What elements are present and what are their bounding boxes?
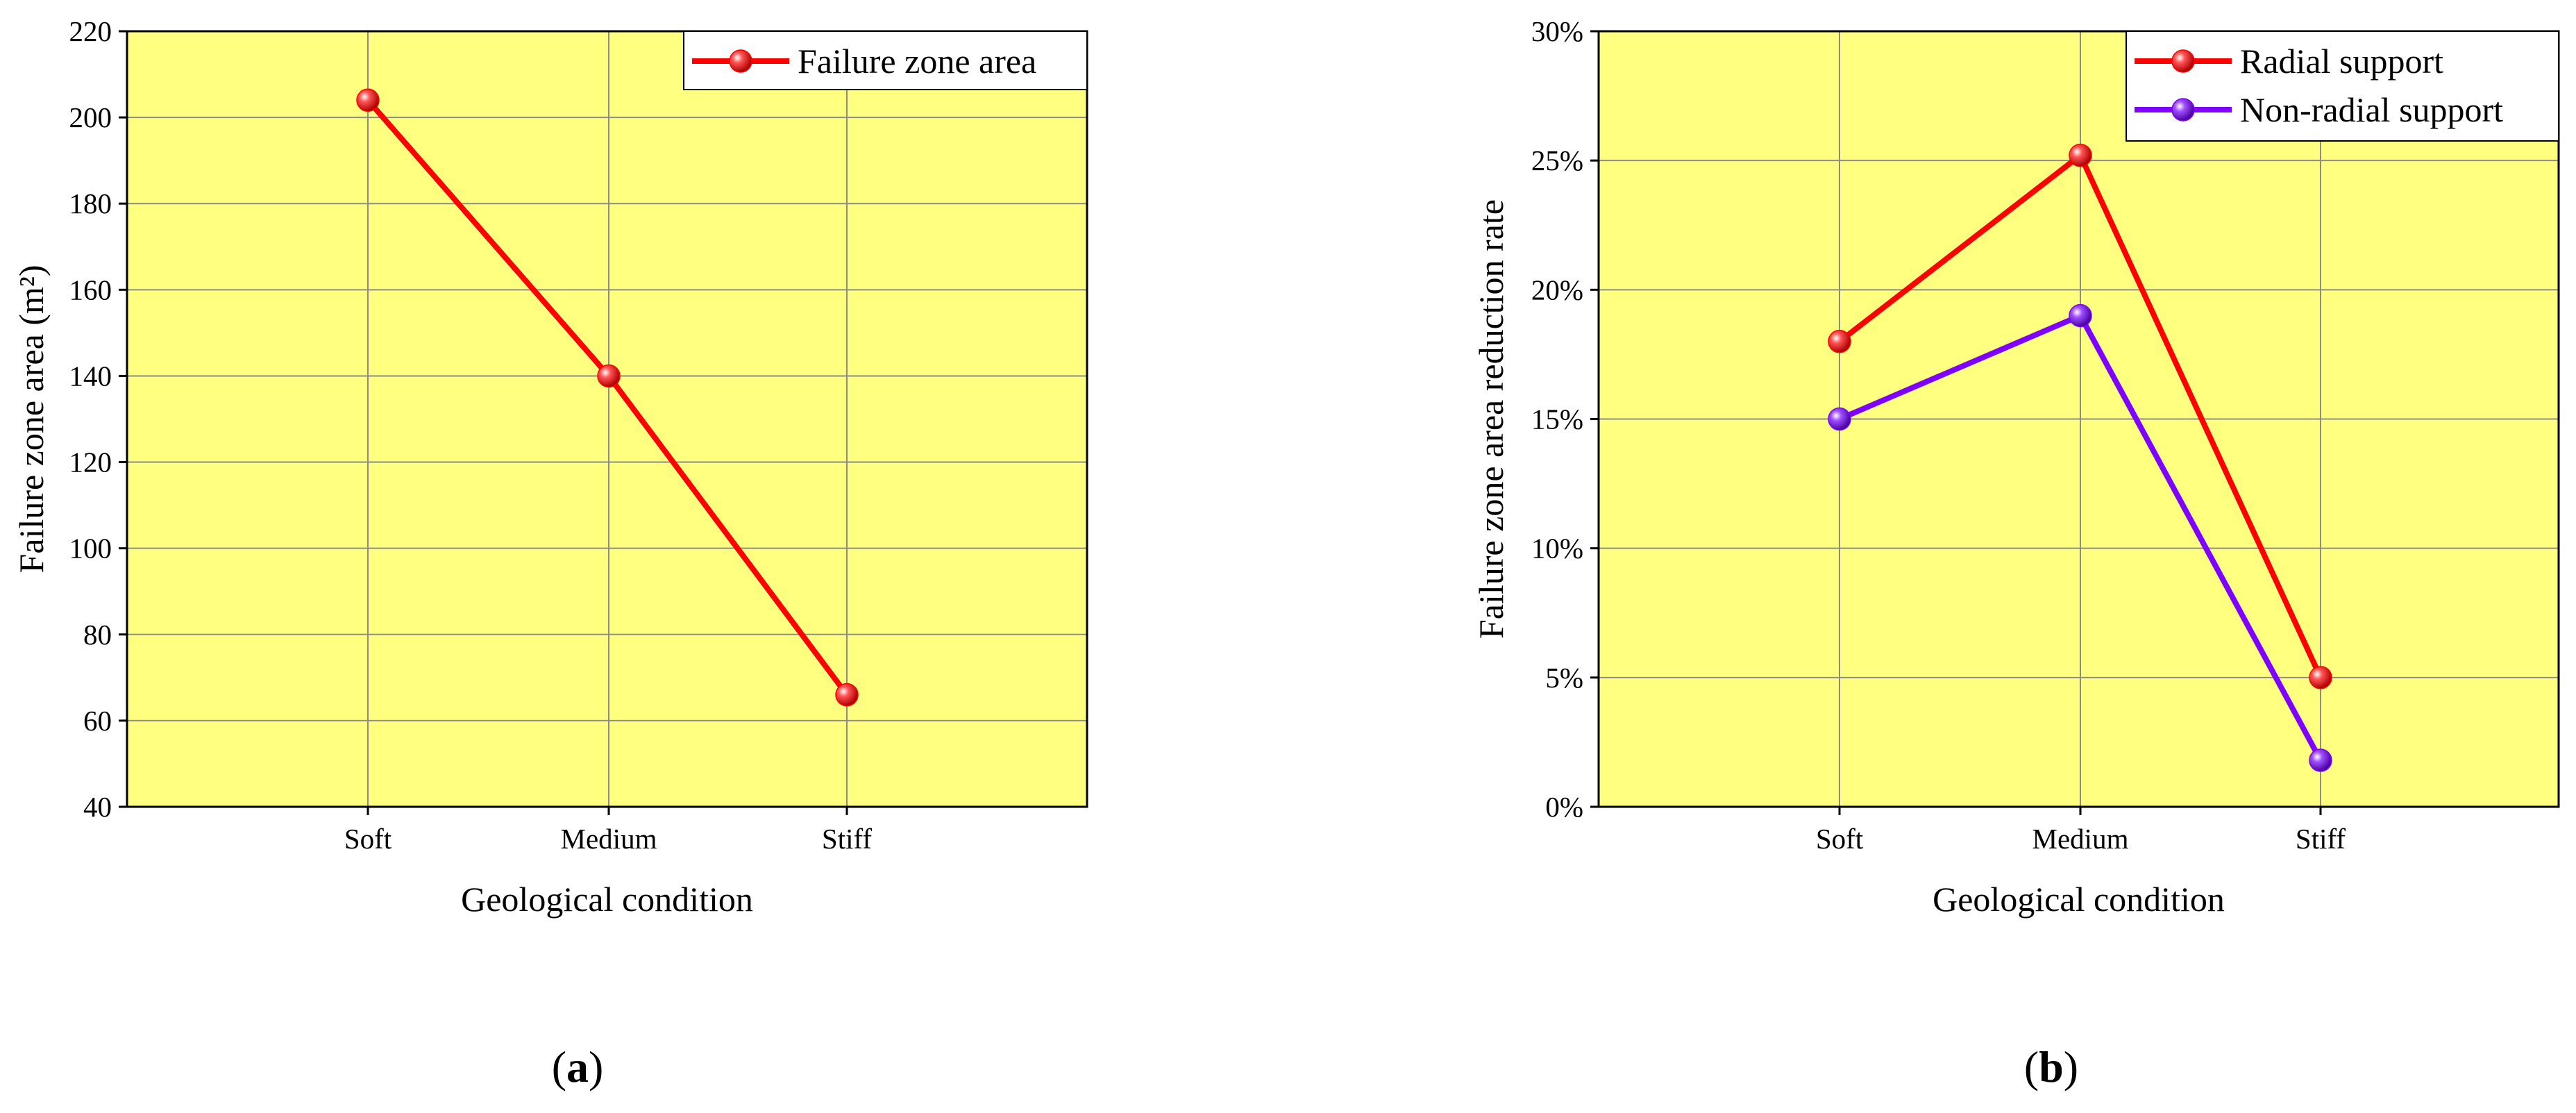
data-point-b-0-2 [2309, 666, 2332, 689]
data-point-a-0-0 [356, 88, 380, 112]
xtick-label-b-0: Soft [1816, 823, 1864, 855]
data-point-b-0-1 [2069, 143, 2092, 167]
legend-marker-b-0 [2171, 49, 2195, 73]
x-axis-title-b: Geological condition [1933, 880, 2225, 919]
ytick-label-b-2: 10% [1531, 533, 1583, 564]
xtick-label-b-2: Stiff [2296, 823, 2346, 855]
y-axis-title-b: Failure zone area reduction rate [1472, 199, 1510, 639]
ytick-label-b-3: 15% [1531, 403, 1583, 435]
y-axis-title-a: Failure zone area (m²) [12, 265, 51, 574]
ytick-label-a-1: 60 [83, 705, 112, 737]
chart-b: 0% 5% 10% 15% 20% 25% 30% Soft Medium Stiff Geolog… [1472, 15, 2560, 919]
plot-border-a [126, 30, 1088, 808]
legend-marker-b-1 [2171, 98, 2195, 122]
xtick-label-a-0: Soft [344, 823, 392, 855]
ytick-label-b-1: 5% [1545, 662, 1583, 694]
ytick-label-a-5: 140 [69, 360, 112, 392]
ytick-label-a-9: 220 [69, 15, 112, 47]
ytick-label-a-4: 120 [69, 446, 112, 478]
ytick-label-b-4: 20% [1531, 274, 1583, 306]
ytick-label-b-5: 25% [1531, 144, 1583, 176]
data-point-b-1-2 [2309, 748, 2332, 772]
ytick-label-a-3: 100 [69, 533, 112, 564]
xtick-label-a-1: Medium [561, 823, 657, 855]
ytick-label-b-6: 30% [1531, 15, 1583, 47]
legend-label-b-1: Non-radial support [2240, 90, 2503, 129]
legend-marker-a-0 [729, 49, 752, 73]
data-point-a-0-2 [835, 683, 859, 707]
chart-a: 40 60 80 100 120 140 160 180 200 220 Soft Medium Sti… [12, 15, 1088, 919]
plot-border-b [1597, 30, 2560, 808]
legend-label-a-0: Failure zone area [798, 42, 1036, 81]
panel-label-b: (b) [2024, 1042, 2078, 1091]
plot-area-a [127, 31, 1087, 807]
x-axis-title-a: Geological condition [461, 880, 753, 919]
ytick-label-a-6: 160 [69, 274, 112, 306]
ytick-label-a-7: 180 [69, 187, 112, 219]
legend-label-b-0: Radial support [2240, 42, 2443, 81]
xtick-label-b-1: Medium [2032, 823, 2129, 855]
data-point-b-1-0 [1828, 407, 1851, 431]
ytick-label-a-2: 80 [83, 619, 112, 651]
legend-box-b [2125, 31, 2559, 142]
ytick-label-b-0: 0% [1545, 791, 1583, 823]
data-point-b-0-0 [1828, 330, 1851, 353]
data-point-a-0-1 [597, 364, 621, 388]
data-point-b-1-1 [2069, 303, 2092, 328]
xtick-label-a-2: Stiff [822, 823, 872, 855]
ytick-label-a-8: 200 [69, 101, 112, 133]
panel-label-a: (a) [552, 1042, 604, 1091]
ytick-label-a-0: 40 [83, 791, 112, 823]
